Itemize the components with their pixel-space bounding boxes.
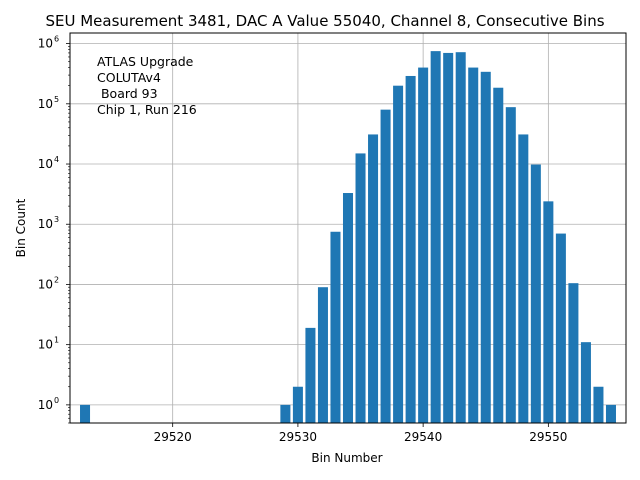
plot-frame (69, 32, 627, 424)
x-tick-label: 29530 (279, 430, 317, 444)
bars-layer (80, 51, 616, 424)
annotation-line: Board 93 (97, 86, 158, 101)
y-axis-label: Bin Count (14, 198, 28, 257)
bar (593, 386, 604, 423)
bar (80, 404, 91, 423)
bar (455, 52, 466, 423)
bar (405, 75, 416, 424)
y-tick-label: 10 (38, 37, 53, 51)
bar (493, 87, 504, 423)
bar (330, 231, 341, 423)
x-axis-label: Bin Number (311, 451, 382, 465)
annotation-line: Chip 1, Run 216 (97, 102, 197, 117)
chart-title: SEU Measurement 3481, DAC A Value 55040,… (45, 12, 604, 30)
y-tick-label: 10 (38, 97, 53, 111)
x-tick-label: 29520 (154, 430, 192, 444)
bar (518, 134, 529, 423)
y-tick-label: 10 (38, 277, 53, 291)
y-tick-exponent: 0 (54, 396, 59, 405)
y-tick-label: 10 (38, 338, 53, 352)
bar (605, 404, 616, 423)
annotation-line: COLUTAv4 (97, 70, 161, 85)
y-tick-label: 10 (38, 398, 53, 412)
bar (480, 71, 491, 423)
bar (342, 193, 354, 423)
y-tick-label: 10 (38, 217, 53, 231)
bar (280, 404, 291, 423)
bar (468, 67, 479, 423)
bar (530, 164, 541, 423)
bar (555, 233, 566, 423)
bar (430, 51, 441, 423)
bar (543, 201, 554, 423)
bar (380, 109, 391, 423)
bar (355, 153, 366, 423)
bar (418, 67, 429, 423)
y-tick-exponent: 2 (54, 275, 59, 284)
bar (317, 287, 328, 423)
annotation-line: ATLAS Upgrade (97, 54, 194, 69)
bar (568, 283, 579, 423)
y-tick-exponent: 3 (54, 215, 59, 224)
y-tick-exponent: 6 (54, 35, 59, 44)
y-tick-label: 10 (38, 157, 53, 171)
bar (505, 107, 516, 423)
bar (580, 342, 591, 423)
bar (393, 85, 404, 423)
y-tick-exponent: 4 (54, 155, 59, 164)
y-tick-exponent: 5 (54, 95, 59, 104)
bar (292, 386, 303, 423)
x-tick-label: 29550 (529, 430, 567, 444)
y-tick-exponent: 1 (54, 336, 59, 345)
bar (305, 327, 316, 423)
x-tick-label: 29540 (404, 430, 442, 444)
bar (368, 134, 379, 423)
bar (443, 52, 454, 423)
